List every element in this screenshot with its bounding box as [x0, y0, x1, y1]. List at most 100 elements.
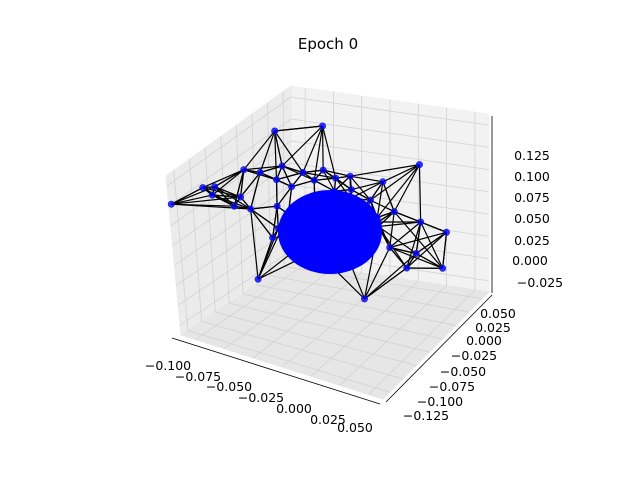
chart-title: Epoch 0 [298, 35, 358, 53]
gridline [168, 118, 292, 207]
data-point [415, 161, 423, 169]
gridline [215, 311, 417, 366]
graph-edge [214, 186, 251, 210]
graph-edge [302, 125, 324, 173]
graph-edge [274, 130, 283, 167]
data-point [346, 172, 354, 180]
gridline [173, 170, 189, 331]
data-point [390, 208, 398, 216]
x-axis-line [171, 337, 381, 405]
z-tick-label: 0.125 [514, 148, 550, 163]
graph-edge [272, 206, 278, 238]
data-point [211, 183, 219, 191]
gridline [174, 184, 292, 266]
data-point [208, 191, 216, 199]
graph-edge [350, 164, 420, 177]
gridline [252, 272, 362, 359]
graph-edge [415, 221, 422, 254]
graph-edge [291, 179, 315, 188]
data-point [319, 122, 327, 130]
graph-edge [274, 130, 304, 173]
data-point [412, 250, 420, 258]
graph-edge [389, 211, 395, 248]
gridline [220, 136, 230, 304]
graph-edge [389, 221, 422, 248]
data-point [199, 184, 207, 192]
graph-edge [378, 211, 395, 227]
x-tick-label: −0.075 [175, 369, 221, 384]
graph-edge [442, 232, 448, 269]
data-point [299, 169, 307, 177]
graph-edge [171, 194, 213, 205]
graph-edge [321, 125, 324, 171]
node-cluster [278, 190, 382, 274]
gridline [368, 289, 476, 395]
graph-edge [382, 181, 395, 212]
gridline [176, 206, 292, 286]
z-axis-ticks: −0.025 0.000 0.025 0.050 0.075 0.100 0.1… [512, 148, 563, 290]
graph-edge [250, 205, 278, 210]
graph-edge [171, 203, 251, 210]
graph-edge [415, 252, 443, 269]
graph-edge [351, 181, 384, 191]
graph-edge [250, 172, 261, 210]
data-point [403, 264, 411, 272]
graph-edge [214, 169, 245, 188]
z-tick-label: 0.075 [514, 190, 550, 205]
graph-edge [211, 169, 245, 196]
graph-edge [240, 172, 261, 198]
graph-edge [376, 181, 384, 218]
graph-edge [323, 169, 351, 177]
gridline [229, 302, 430, 353]
graph-edge [274, 125, 323, 132]
graph-edge [350, 175, 384, 183]
gridline [177, 228, 292, 306]
y-tick-label: −0.100 [417, 394, 463, 409]
data-point [442, 228, 450, 236]
graph-edge [376, 164, 420, 218]
z-tick-label: −0.025 [517, 275, 563, 290]
gridline [189, 159, 203, 322]
graph-edge [276, 206, 279, 229]
x-tick-label: −0.025 [238, 390, 284, 405]
graph-edge [321, 125, 337, 179]
y-tick-label: 0.025 [475, 320, 511, 335]
graph-edge [259, 130, 276, 173]
z-tick-label: 0.050 [514, 211, 550, 226]
graph-edge [350, 181, 384, 199]
graph-edge [281, 165, 315, 181]
graph-edge [313, 179, 335, 192]
data-point [254, 275, 262, 283]
graph-edge [250, 208, 274, 239]
graph-edge [378, 221, 421, 228]
data-point [272, 176, 280, 184]
z-tick-label: 0.025 [514, 233, 550, 248]
graph-edge [250, 208, 259, 280]
graph-edge [382, 164, 420, 183]
data-point [360, 295, 368, 303]
gridline [195, 263, 306, 340]
graph-edge [378, 226, 417, 254]
gridline [204, 147, 216, 313]
gridline [179, 250, 292, 326]
data-point [417, 218, 425, 226]
graph-edge [276, 186, 293, 207]
data-point [269, 234, 277, 242]
graph-edge [351, 189, 371, 201]
data-point [288, 183, 296, 191]
graph-edge [418, 164, 422, 223]
graph-edge [281, 165, 293, 187]
graph-edge [214, 186, 235, 207]
graph-edge [420, 221, 444, 269]
data-point [273, 202, 281, 210]
x-tick-label: 0.050 [337, 420, 373, 435]
graph-edge [370, 199, 395, 213]
gridline [242, 293, 443, 340]
graph-edge [281, 125, 323, 167]
y-tick-label: −0.075 [429, 379, 475, 394]
graph-edge [202, 169, 245, 189]
y-tick-label: −0.025 [451, 348, 497, 363]
data-point [230, 202, 238, 210]
graph-edge [364, 267, 408, 300]
